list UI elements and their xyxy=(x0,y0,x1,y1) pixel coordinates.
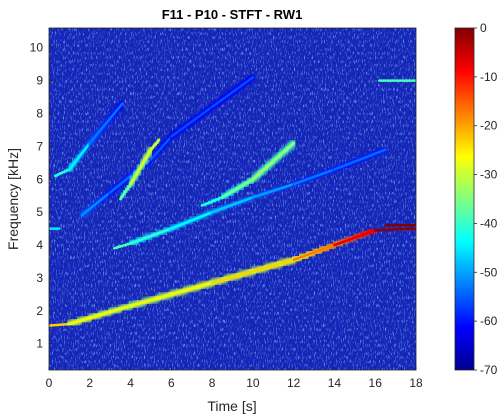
x-axis-title: Time [s] xyxy=(207,398,256,414)
colorbar-tick-label: -40 xyxy=(480,216,498,230)
plot-frame xyxy=(48,27,417,371)
ridge-core xyxy=(200,196,224,207)
ridge-core xyxy=(68,304,132,326)
ridge-0 xyxy=(49,225,416,330)
ridge-core xyxy=(333,228,377,247)
ridge-core xyxy=(210,258,295,285)
x-tick-label: 10 xyxy=(246,376,260,390)
x-tick-label: 18 xyxy=(409,376,423,390)
x-axis-ticks: 0 2 4 6 8 10 12 14 16 18 xyxy=(46,366,423,390)
x-tick-label: 8 xyxy=(209,376,216,390)
colorbar-ticks: 0 -10 -20 -30 -40 -50 -60 -70 xyxy=(474,21,498,377)
y-tick-label: 2 xyxy=(36,304,43,318)
x-tick-label: 2 xyxy=(86,376,93,390)
x-tick-label: 14 xyxy=(328,376,342,390)
ridge-core xyxy=(373,227,416,232)
colorbar-tick-label: -20 xyxy=(480,119,498,133)
y-tick-label: 10 xyxy=(30,41,44,55)
ridge-core xyxy=(292,168,336,186)
y-tick-label: 9 xyxy=(36,74,43,88)
ridge-core xyxy=(251,141,295,181)
x-tick-label: 6 xyxy=(168,376,175,390)
ridge-core xyxy=(80,191,112,217)
ridge-5 xyxy=(198,139,298,210)
x-tick-label: 16 xyxy=(369,376,383,390)
ridge-6 xyxy=(116,136,163,203)
ridge-core xyxy=(221,178,255,199)
colorbar-tick-label: 0 xyxy=(480,21,487,35)
ridge-4 xyxy=(78,73,257,219)
harmonic-ridges xyxy=(49,73,416,330)
ridge-core xyxy=(210,76,255,109)
y-axis-title: Frequency [kHz] xyxy=(5,148,21,250)
x-tick-label: 0 xyxy=(46,376,53,390)
ridge-core xyxy=(88,102,124,145)
y-tick-label: 4 xyxy=(36,238,43,252)
y-tick-label: 8 xyxy=(36,107,43,121)
chart-title: F11 - P10 - STFT - RW1 xyxy=(162,7,303,22)
colorbar-tick-label: -50 xyxy=(480,265,498,279)
ridge-core xyxy=(129,281,214,308)
y-tick-label: 1 xyxy=(36,337,43,351)
ridge-core xyxy=(333,148,387,171)
ridge-core xyxy=(129,227,173,245)
colorbar: 0 -10 -20 -30 -40 -50 -60 -70 xyxy=(454,21,498,377)
ridge-core xyxy=(251,182,295,199)
plot-area xyxy=(49,28,416,370)
colorbar-gradient xyxy=(454,27,475,371)
ridge-core xyxy=(170,210,214,230)
colorbar-tick-label: -10 xyxy=(480,70,498,84)
x-tick-label: 12 xyxy=(287,376,301,390)
y-tick-label: 3 xyxy=(36,271,43,285)
ridge-core xyxy=(292,243,336,262)
colorbar-tick-label: -60 xyxy=(480,314,498,328)
ridge-2 xyxy=(110,146,389,252)
ridge-core xyxy=(210,196,255,214)
colorbar-tick-label: -70 xyxy=(480,363,498,377)
x-tick-label: 4 xyxy=(127,376,134,390)
colorbar-tick-label: -30 xyxy=(480,168,498,182)
ridge-core xyxy=(149,138,161,151)
ridge-core xyxy=(170,105,214,138)
ridge-core xyxy=(68,141,92,171)
y-tick-label: 6 xyxy=(36,172,43,186)
ridge-core xyxy=(129,148,153,186)
ridge-7 xyxy=(51,100,126,180)
y-tick-label: 5 xyxy=(36,205,43,219)
ridge-core xyxy=(149,135,173,161)
y-tick-label: 7 xyxy=(36,139,43,153)
y-axis-ticks: 1 2 3 4 5 6 7 8 9 10 xyxy=(30,41,53,351)
